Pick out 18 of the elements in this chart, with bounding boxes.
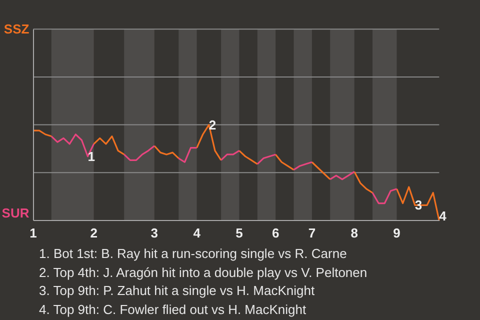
x-tick-label: 8 <box>350 226 358 240</box>
text: SSZ <box>4 22 30 37</box>
annotation: 2 <box>208 117 216 132</box>
text: 2. Top 4th: J. Aragón hit into a double play vs V. Peltonen <box>39 264 368 282</box>
x-tick-label: 6 <box>272 226 280 240</box>
x-tick-label: 5 <box>236 226 243 240</box>
x-tick-label: 4 <box>193 226 202 240</box>
x-tick-label: 3 <box>150 226 158 240</box>
text: 3. Top 9th: P. Zahut hit a single vs H. MacKnight <box>39 282 316 300</box>
x-tick-label: 1 <box>30 226 37 240</box>
text: 1. Bot 1st: B. Ray hit a run-scoring single vs R. Carne <box>39 245 348 263</box>
x-tick-label: 9 <box>393 226 400 240</box>
annotation: 1 <box>88 148 95 164</box>
text: 4. Top 9th: C. Fowler flied out vs H. MacKnight <box>39 300 308 319</box>
annotation: 4 <box>439 208 448 224</box>
text: SUR <box>2 206 30 220</box>
x-tick-label: 7 <box>308 226 316 240</box>
x-tick-label: 2 <box>90 226 98 240</box>
